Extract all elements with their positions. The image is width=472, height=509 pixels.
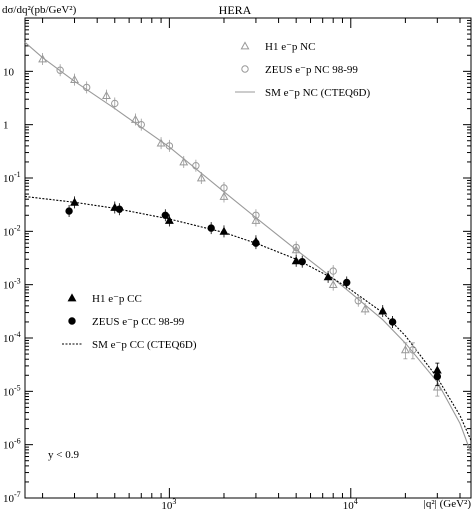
data-point <box>38 54 48 63</box>
data-point <box>343 278 351 287</box>
data-point <box>65 207 73 215</box>
y-tick-exponent: -5 <box>14 383 21 392</box>
legend-label-h1-e-p-nc: H1 e⁻p NC <box>265 41 315 53</box>
data-point <box>360 304 370 313</box>
data-point <box>323 272 333 281</box>
data-point <box>400 345 410 354</box>
data-point <box>102 91 111 100</box>
legend-label-zeus-e-p-cc-98-99: ZEUS e⁻p CC 98-99 <box>92 316 185 328</box>
y-tick-exponent: -2 <box>14 223 21 232</box>
data-points <box>38 53 442 397</box>
sm-e-p-nc-cteq6d-curve <box>24 41 472 454</box>
chart-title: HERA <box>219 3 252 17</box>
data-point <box>219 226 229 235</box>
data-point <box>56 66 64 74</box>
y-tick-label: 10-5 <box>3 383 21 398</box>
sm-e-p-cc-cteq6d-curve <box>24 195 472 441</box>
y-tick-exponent: -3 <box>14 277 21 286</box>
legend-label-sm-e-p-cc-cteq6d: SM e⁻p CC (CTEQ6D) <box>92 339 197 351</box>
legend-cc: H1 e⁻p CC ZEUS e⁻p CC 98-99 SM e⁻p CC (CTE… <box>62 293 197 351</box>
zeus-e-p-nc-98-99-points <box>56 64 417 360</box>
data-point <box>219 191 229 200</box>
y-axis-label: dσ/dq²(pb/GeV²) <box>2 4 77 16</box>
data-point <box>292 243 300 252</box>
data-point <box>329 267 337 275</box>
data-point <box>252 239 260 247</box>
x-tick-label: 103 <box>161 497 176 509</box>
zeus-e-p-cc-98-99-points <box>65 203 442 386</box>
x-tick-exponent: 3 <box>172 497 176 506</box>
data-point <box>433 372 442 381</box>
data-point <box>432 382 442 391</box>
data-point <box>161 211 170 219</box>
y-tick-label: 10-7 <box>3 490 21 505</box>
data-point <box>179 157 189 166</box>
y-tick-label: 10-1 <box>3 170 21 185</box>
data-point <box>165 142 174 150</box>
legend-swatch-h1-e-p-cc <box>67 293 77 302</box>
y-tick-exponent: -4 <box>14 330 21 339</box>
y-tick-label: 10-2 <box>3 223 21 238</box>
y-tick-exponent: -7 <box>14 490 21 499</box>
data-point <box>115 205 124 213</box>
data-point <box>354 297 362 305</box>
legend-label-zeus-e-p-nc-98-99: ZEUS e⁻p NC 98-99 <box>265 64 358 76</box>
legend-nc: H1 e⁻p NC ZEUS e⁻p NC 98-99 SM e⁻p NC (CTE… <box>235 41 370 99</box>
legend-swatch-zeus-e-p-nc-98-99 <box>241 65 249 73</box>
legend-label-sm-e-p-nc-cteq6d: SM e⁻p NC (CTEQ6D) <box>265 87 370 99</box>
legend-swatch-h1-e-p-nc <box>240 41 250 50</box>
x-tick-label: 104 <box>343 497 358 509</box>
data-point <box>156 138 166 147</box>
data-point <box>207 224 215 232</box>
data-point <box>196 173 206 182</box>
data-point <box>82 83 91 92</box>
y-tick-label: 10 <box>3 66 15 78</box>
data-point <box>252 211 260 219</box>
data-point <box>111 99 119 108</box>
data-point <box>388 318 397 326</box>
y-tick-label: 1 <box>3 120 9 132</box>
y-tick-label: 10-6 <box>3 437 21 452</box>
data-point <box>70 74 79 83</box>
y-tick-label: 10-4 <box>3 330 21 345</box>
y-tick-exponent: -1 <box>14 170 21 179</box>
data-point <box>164 215 174 224</box>
data-point <box>409 346 417 354</box>
data-point <box>220 184 228 192</box>
legend-swatch-zeus-e-p-cc-98-99 <box>68 317 76 325</box>
y-tick-label: 10-3 <box>3 277 21 292</box>
plot-frame <box>24 17 472 499</box>
data-point <box>298 257 306 266</box>
data-point <box>378 306 388 315</box>
model-curves <box>24 41 472 454</box>
data-point <box>251 215 261 224</box>
data-point <box>328 280 338 289</box>
data-point <box>291 256 301 265</box>
data-point <box>137 120 145 129</box>
data-point <box>70 197 79 206</box>
x-axis-label: |q²| (GeV²) <box>424 498 472 509</box>
x-tick-exponent: 4 <box>354 497 358 506</box>
y-cut-annotation: y < 0.9 <box>48 449 79 461</box>
data-point <box>192 162 200 170</box>
y-tick-exponent: -6 <box>14 437 21 446</box>
data-point <box>130 114 140 123</box>
legend-label-h1-e-p-cc: H1 e⁻p CC <box>92 293 142 305</box>
